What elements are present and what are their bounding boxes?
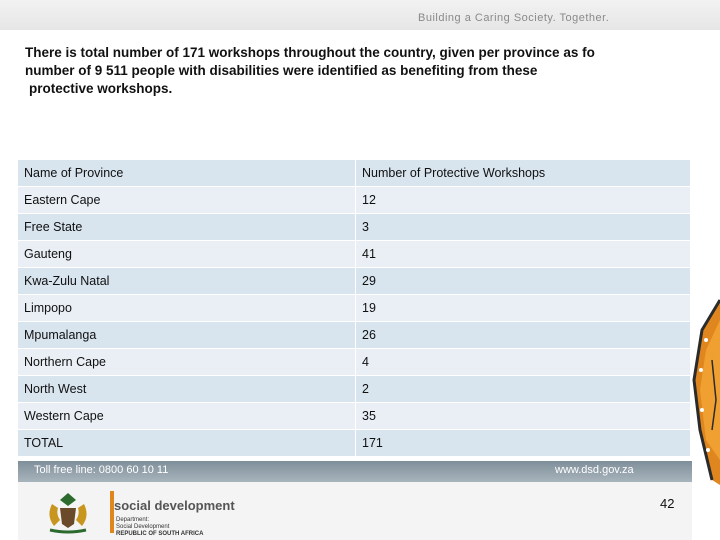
page-number: 42 xyxy=(660,496,675,511)
workshops-cell: 4 xyxy=(355,348,691,376)
province-cell: Limpopo xyxy=(17,294,356,322)
workshops-cell: 12 xyxy=(355,186,691,214)
workshops-cell: 19 xyxy=(355,294,691,322)
province-cell: Mpumalanga xyxy=(17,321,356,349)
table-row: Limpopo 19 xyxy=(17,294,691,322)
coat-of-arms-icon xyxy=(49,493,87,534)
table-row: Gauteng 41 xyxy=(17,240,691,268)
province-cell: Free State xyxy=(17,213,356,241)
footer-band xyxy=(18,461,692,482)
intro-line-3: protective workshops. xyxy=(29,81,173,96)
tagline: Building a Caring Society. Together. xyxy=(418,12,610,24)
intro-line-1: There is total number of 171 workshops t… xyxy=(25,45,595,60)
province-workshops-table: Name of Province Number of Protective Wo… xyxy=(17,159,691,457)
workshops-cell: 26 xyxy=(355,321,691,349)
social-development-logo xyxy=(110,491,114,533)
table-row: Western Cape 35 xyxy=(17,402,691,430)
workshops-cell: 29 xyxy=(355,267,691,295)
table-header-row: Name of Province Number of Protective Wo… xyxy=(17,159,691,187)
butterfly-decoration-icon xyxy=(692,299,720,485)
total-label-cell: TOTAL xyxy=(17,429,356,457)
province-cell: Eastern Cape xyxy=(17,186,356,214)
header-band xyxy=(0,0,720,30)
workshops-cell: 35 xyxy=(355,402,691,430)
table-row: Eastern Cape 12 xyxy=(17,186,691,214)
province-cell: Western Cape xyxy=(17,402,356,430)
table-total-row: TOTAL 171 xyxy=(17,429,691,457)
header-province: Name of Province xyxy=(17,159,356,187)
logo-department-name: Social Development xyxy=(116,524,170,530)
intro-line-2: number of 9 511 people with disabilities… xyxy=(25,63,538,78)
workshops-cell: 2 xyxy=(355,375,691,403)
workshops-cell: 3 xyxy=(355,213,691,241)
province-cell: Gauteng xyxy=(17,240,356,268)
table-row: Mpumalanga 26 xyxy=(17,321,691,349)
logo-department-label: Department: xyxy=(116,517,150,523)
header-workshops: Number of Protective Workshops xyxy=(355,159,691,187)
footer-panel xyxy=(18,482,692,540)
table-row: Kwa-Zulu Natal 29 xyxy=(17,267,691,295)
logo-name: social development xyxy=(114,498,235,513)
logo-country: REPUBLIC OF SOUTH AFRICA xyxy=(116,531,204,537)
province-cell: North West xyxy=(17,375,356,403)
intro-text: There is total number of 171 workshops t… xyxy=(25,44,720,98)
total-value-cell: 171 xyxy=(355,429,691,457)
website-text: www.dsd.gov.za xyxy=(555,464,634,476)
province-cell: Kwa-Zulu Natal xyxy=(17,267,356,295)
tollfree-line: Toll free line: 0800 60 10 11 xyxy=(34,464,169,476)
table-row: Free State 3 xyxy=(17,213,691,241)
workshops-cell: 41 xyxy=(355,240,691,268)
province-cell: Northern Cape xyxy=(17,348,356,376)
table-row: Northern Cape 4 xyxy=(17,348,691,376)
table-row: North West 2 xyxy=(17,375,691,403)
